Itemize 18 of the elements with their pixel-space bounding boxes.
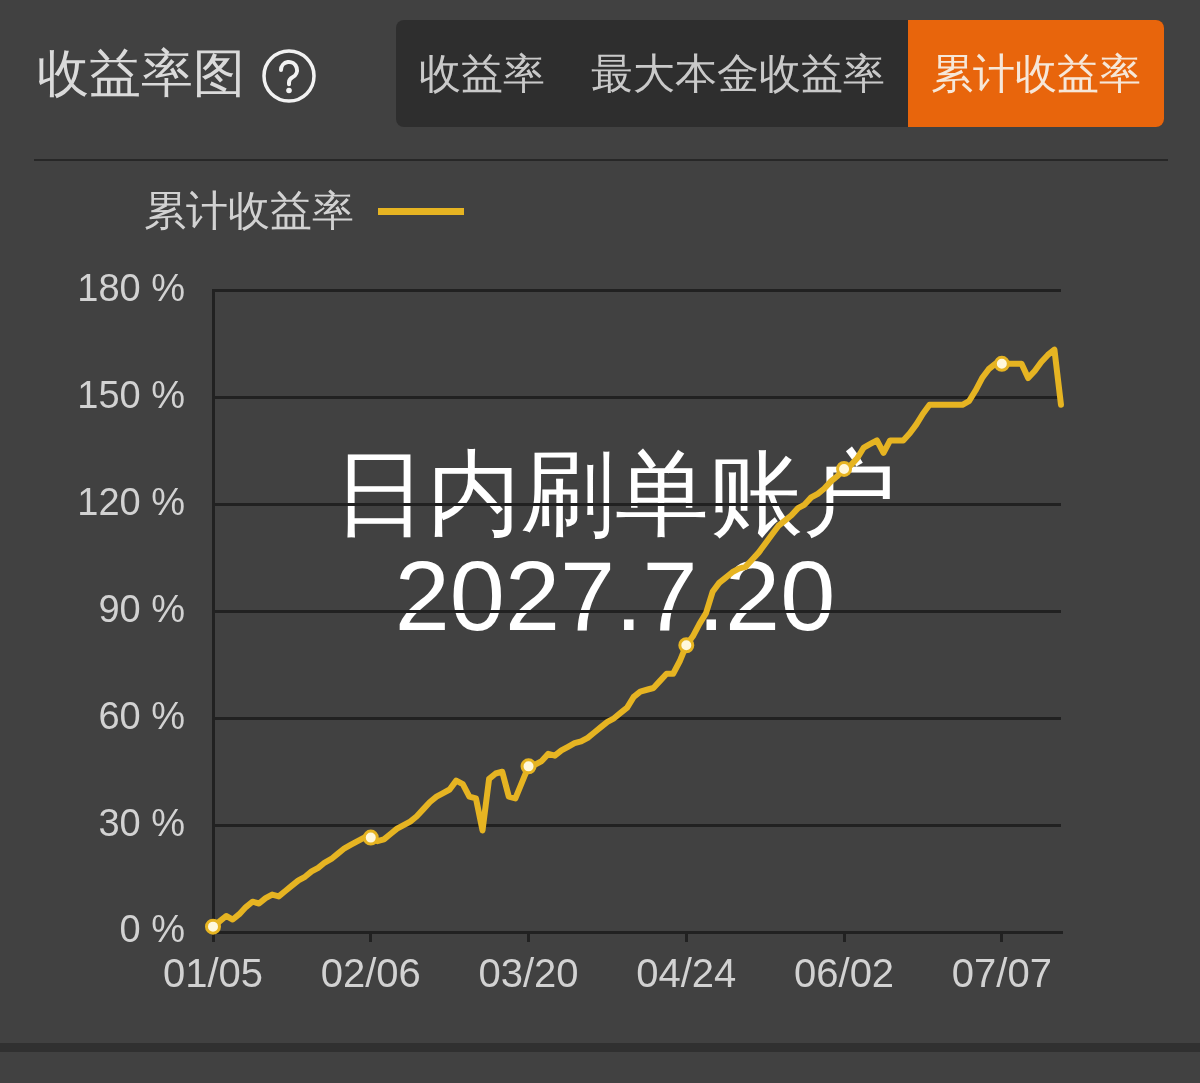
x-tick-label: 07/07 bbox=[951, 951, 1052, 996]
chart-title: 收益率图 bbox=[37, 42, 245, 105]
y-tick-label: 90 % bbox=[98, 587, 185, 630]
y-tick-label: 60 % bbox=[98, 694, 185, 737]
y-tick-label: 120 % bbox=[77, 481, 185, 524]
x-tick-label: 03/20 bbox=[478, 951, 579, 996]
text: 收益率 bbox=[419, 47, 545, 100]
x-tick-label: 06/02 bbox=[794, 951, 895, 996]
legend-label: 累计收益率 bbox=[144, 186, 354, 236]
x-tick-label: 04/24 bbox=[636, 951, 737, 996]
y-tick-label: 30 % bbox=[98, 801, 185, 844]
x-tick-label: 01/05 bbox=[162, 951, 264, 996]
y-tick-label: 0 % bbox=[119, 908, 185, 951]
x-tick-label: 02/06 bbox=[320, 951, 421, 996]
y-tick-label: 150 % bbox=[77, 374, 185, 417]
text: 最大本金收益率 bbox=[591, 47, 885, 100]
y-tick-label: 180 % bbox=[77, 267, 185, 310]
tab: 累计收益率 bbox=[908, 20, 1164, 127]
